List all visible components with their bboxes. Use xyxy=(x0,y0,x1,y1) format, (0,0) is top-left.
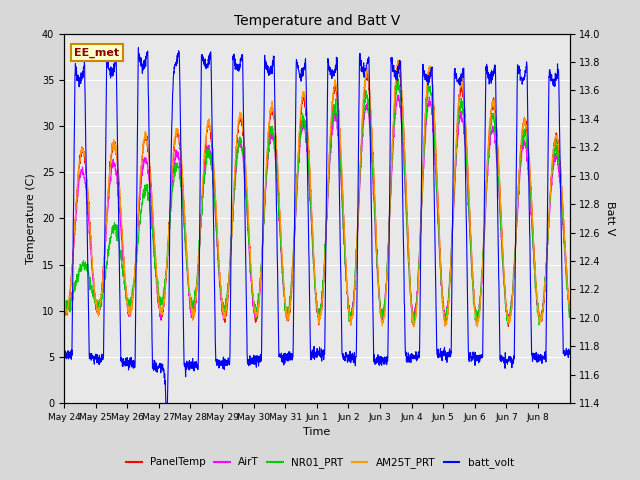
Y-axis label: Batt V: Batt V xyxy=(605,201,615,236)
Title: Temperature and Batt V: Temperature and Batt V xyxy=(234,14,400,28)
Legend: PanelTemp, AirT, NR01_PRT, AM25T_PRT, batt_volt: PanelTemp, AirT, NR01_PRT, AM25T_PRT, ba… xyxy=(122,453,518,472)
Text: EE_met: EE_met xyxy=(74,48,119,58)
Y-axis label: Temperature (C): Temperature (C) xyxy=(26,173,36,264)
X-axis label: Time: Time xyxy=(303,428,330,437)
